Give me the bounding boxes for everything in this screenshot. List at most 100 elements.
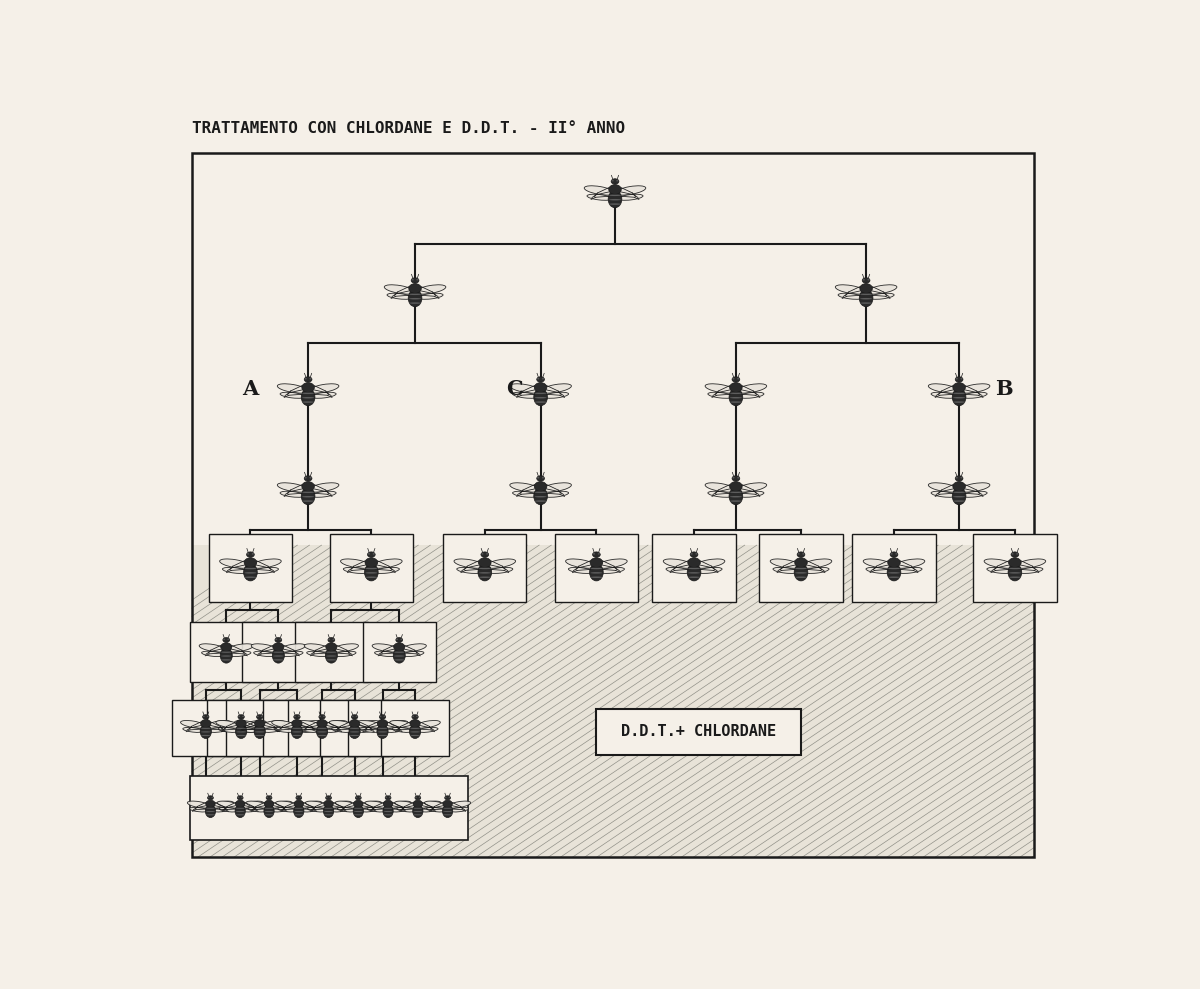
- Ellipse shape: [299, 728, 320, 733]
- Ellipse shape: [569, 568, 594, 574]
- Ellipse shape: [245, 577, 257, 578]
- Ellipse shape: [244, 558, 257, 568]
- Ellipse shape: [235, 811, 245, 812]
- Bar: [226, 700, 294, 756]
- Ellipse shape: [358, 728, 378, 733]
- Ellipse shape: [205, 800, 215, 807]
- Ellipse shape: [587, 194, 612, 201]
- Ellipse shape: [374, 651, 397, 657]
- Ellipse shape: [302, 383, 314, 393]
- Ellipse shape: [329, 721, 354, 728]
- Ellipse shape: [706, 384, 736, 393]
- Ellipse shape: [294, 800, 304, 807]
- Ellipse shape: [953, 500, 965, 501]
- Ellipse shape: [953, 393, 965, 394]
- Ellipse shape: [449, 796, 450, 798]
- Ellipse shape: [688, 577, 700, 578]
- Ellipse shape: [277, 807, 296, 812]
- Ellipse shape: [272, 648, 284, 663]
- Ellipse shape: [379, 716, 382, 717]
- Ellipse shape: [413, 716, 414, 717]
- Ellipse shape: [510, 483, 540, 493]
- Text: TRATTAMENTO CON CHLORDANE E D.D.T. - II° ANNO: TRATTAMENTO CON CHLORDANE E D.D.T. - II°…: [192, 122, 625, 136]
- Ellipse shape: [590, 568, 602, 570]
- Ellipse shape: [538, 378, 539, 380]
- Ellipse shape: [593, 553, 595, 555]
- Ellipse shape: [220, 807, 238, 812]
- Ellipse shape: [389, 796, 391, 798]
- Ellipse shape: [535, 492, 546, 494]
- Ellipse shape: [959, 384, 990, 393]
- Ellipse shape: [292, 735, 302, 736]
- Ellipse shape: [1012, 553, 1014, 555]
- Ellipse shape: [838, 294, 863, 300]
- Ellipse shape: [479, 568, 491, 570]
- Ellipse shape: [866, 568, 892, 574]
- Ellipse shape: [253, 651, 276, 657]
- Ellipse shape: [590, 558, 602, 568]
- Ellipse shape: [326, 643, 337, 652]
- Ellipse shape: [929, 483, 959, 493]
- Ellipse shape: [708, 492, 733, 497]
- Ellipse shape: [384, 285, 415, 294]
- Bar: [172, 700, 240, 756]
- Ellipse shape: [254, 725, 265, 739]
- Ellipse shape: [691, 553, 692, 555]
- Bar: [241, 622, 316, 681]
- Ellipse shape: [349, 728, 360, 729]
- Ellipse shape: [206, 721, 232, 728]
- Ellipse shape: [377, 725, 388, 739]
- Ellipse shape: [384, 716, 385, 717]
- Ellipse shape: [365, 572, 377, 574]
- Ellipse shape: [395, 801, 418, 808]
- Ellipse shape: [310, 477, 312, 479]
- Ellipse shape: [235, 725, 247, 739]
- Bar: [362, 622, 436, 681]
- Ellipse shape: [443, 800, 452, 807]
- Ellipse shape: [796, 572, 806, 574]
- Ellipse shape: [565, 559, 596, 569]
- Ellipse shape: [352, 716, 354, 717]
- Ellipse shape: [394, 643, 404, 652]
- Ellipse shape: [617, 180, 618, 182]
- Ellipse shape: [306, 801, 329, 808]
- Ellipse shape: [739, 492, 764, 497]
- Ellipse shape: [383, 805, 394, 818]
- Ellipse shape: [796, 568, 806, 570]
- Ellipse shape: [271, 807, 290, 812]
- Ellipse shape: [868, 279, 870, 281]
- Ellipse shape: [730, 383, 742, 393]
- Ellipse shape: [666, 568, 691, 574]
- Ellipse shape: [294, 805, 304, 818]
- Ellipse shape: [953, 488, 966, 504]
- Ellipse shape: [365, 568, 377, 570]
- Ellipse shape: [257, 716, 259, 717]
- Ellipse shape: [618, 194, 643, 201]
- Ellipse shape: [292, 731, 302, 733]
- Ellipse shape: [544, 492, 569, 497]
- Ellipse shape: [329, 639, 330, 640]
- Ellipse shape: [478, 564, 492, 581]
- Ellipse shape: [890, 553, 893, 555]
- Ellipse shape: [235, 800, 245, 807]
- Ellipse shape: [245, 572, 257, 574]
- Ellipse shape: [887, 564, 901, 581]
- Ellipse shape: [307, 651, 329, 657]
- Ellipse shape: [416, 716, 418, 717]
- Ellipse shape: [317, 728, 326, 729]
- Ellipse shape: [276, 801, 299, 808]
- Ellipse shape: [272, 643, 284, 652]
- Ellipse shape: [598, 553, 600, 555]
- Bar: [190, 622, 263, 681]
- Ellipse shape: [448, 801, 470, 808]
- Ellipse shape: [534, 488, 547, 504]
- Ellipse shape: [803, 553, 804, 555]
- Ellipse shape: [358, 721, 383, 728]
- Ellipse shape: [479, 558, 491, 568]
- Ellipse shape: [695, 553, 697, 555]
- Ellipse shape: [409, 725, 421, 739]
- Ellipse shape: [277, 384, 308, 393]
- Ellipse shape: [264, 811, 274, 812]
- Ellipse shape: [443, 811, 452, 812]
- Ellipse shape: [425, 801, 448, 808]
